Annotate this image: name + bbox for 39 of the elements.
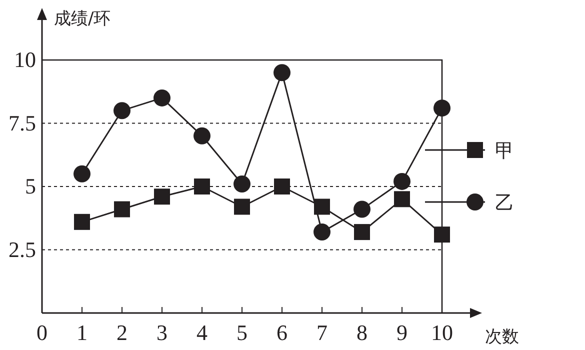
x-tick-label: 1 [76, 320, 88, 345]
point [194, 127, 210, 144]
x-tick-label: 4 [196, 320, 208, 345]
point [314, 224, 330, 241]
x-tick-label: 6 [276, 320, 288, 345]
point [154, 188, 170, 205]
point [314, 198, 330, 215]
point [354, 200, 370, 218]
point [74, 165, 90, 182]
x-tick-label: 10 [431, 320, 453, 345]
y-tick-label: 2.5 [8, 236, 36, 262]
point [74, 214, 90, 230]
point [434, 100, 450, 117]
x-axis-title: 次数 [485, 327, 519, 347]
x-tick-label: 9 [396, 320, 408, 345]
x-tick-label: 8 [356, 320, 368, 345]
x-tick-label: 0 [36, 320, 48, 345]
point [274, 64, 290, 82]
y-axis-title: 成绩/环 [54, 9, 111, 29]
point [154, 89, 170, 106]
y-tick-label: 10 [14, 47, 36, 72]
y-tick-label: 7.5 [8, 110, 36, 136]
x-tick-label: 7 [316, 320, 328, 345]
point [234, 175, 250, 192]
x-tick-label: 2 [116, 320, 128, 345]
point [114, 102, 130, 120]
point [234, 198, 250, 215]
point [394, 172, 410, 190]
y-tick-label: 5 [25, 174, 36, 198]
point [114, 201, 130, 218]
x-tick-label: 3 [156, 320, 168, 345]
point [194, 178, 210, 194]
legend-label: 乙 [495, 192, 514, 214]
point [394, 191, 410, 208]
point [274, 178, 290, 194]
x-tick-label: 5 [236, 320, 248, 345]
legend-label: 甲 [495, 140, 514, 162]
point [354, 224, 370, 240]
point [434, 226, 450, 243]
